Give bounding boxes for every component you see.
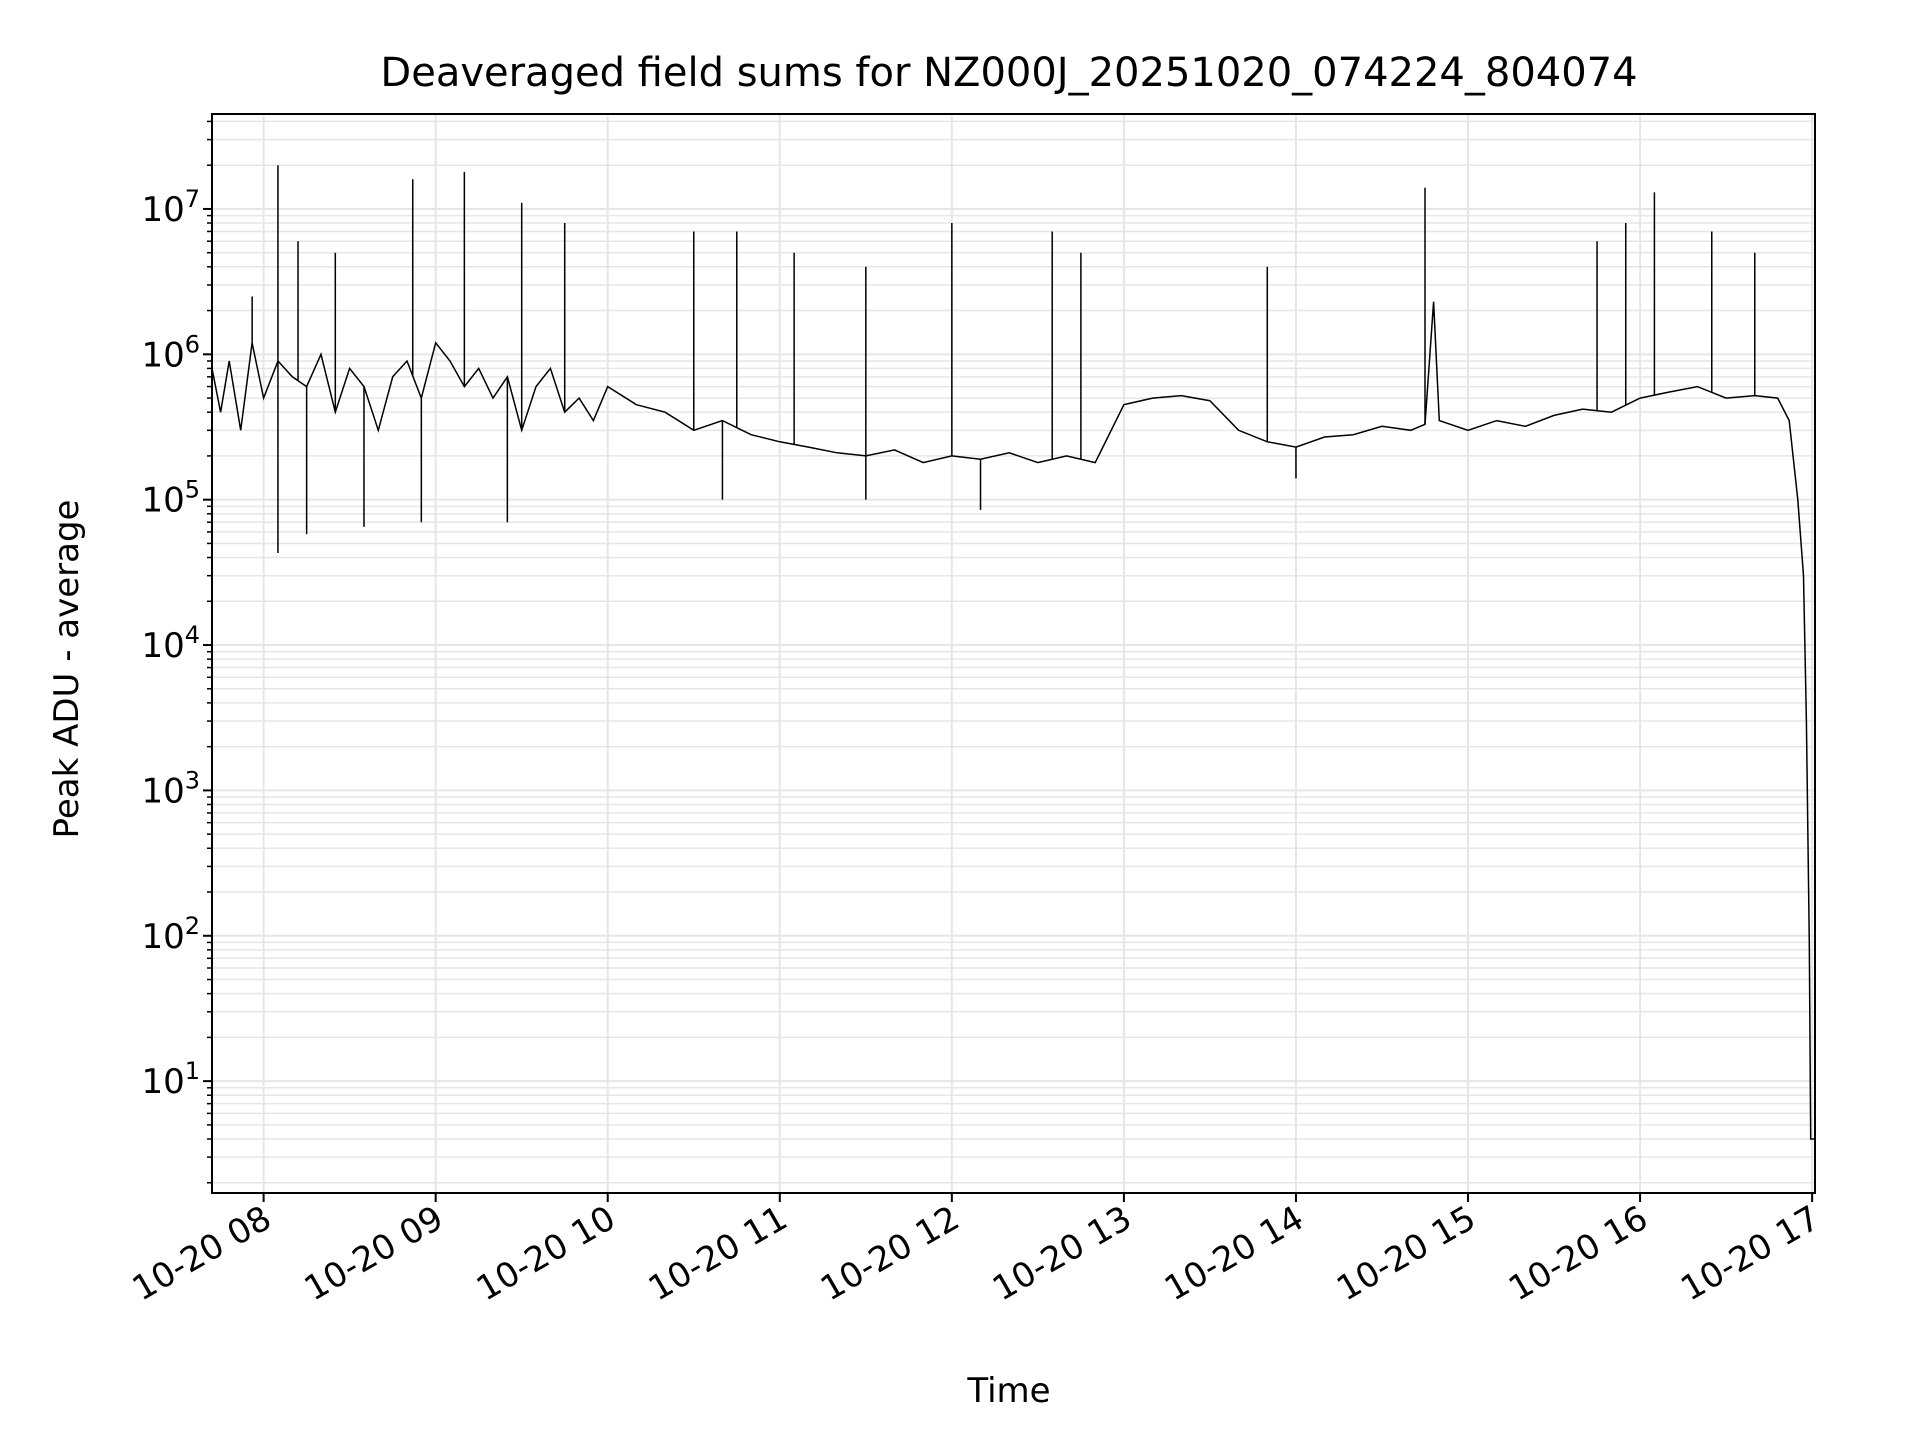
x-axis-label: Time [966, 1371, 1050, 1411]
grid [212, 114, 1815, 1193]
y-axis-label: Peak ADU - average [47, 500, 87, 839]
plot-frame [211, 113, 1816, 1194]
chart-title: Deaveraged field sums for NZ000J_2025102… [380, 50, 1637, 96]
plot-area [211, 165, 1815, 1140]
y-tick-label: 105 [141, 476, 200, 521]
series-line [211, 301, 1815, 1140]
